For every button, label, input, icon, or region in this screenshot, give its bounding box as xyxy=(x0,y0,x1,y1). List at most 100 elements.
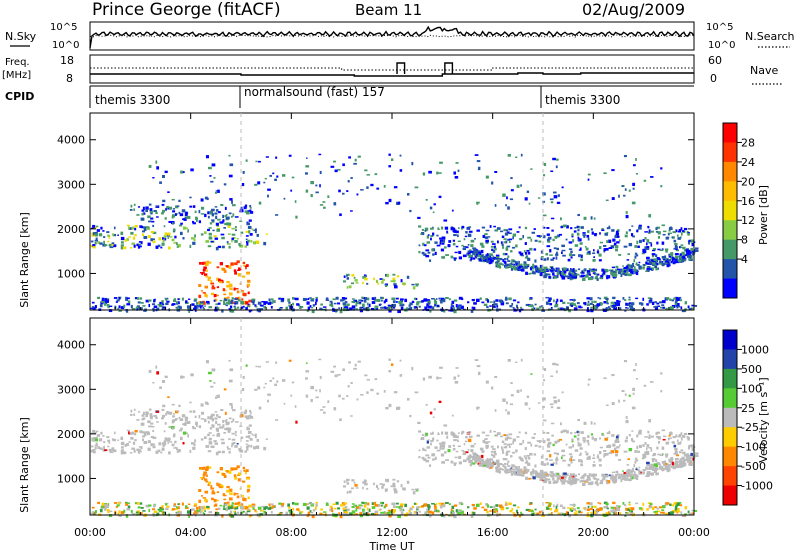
velocity-cell xyxy=(228,450,231,454)
power-cell xyxy=(145,208,148,213)
power-cell xyxy=(458,256,463,260)
power-cell xyxy=(578,305,582,309)
power-cell xyxy=(515,244,518,248)
power-cell xyxy=(437,227,440,231)
velocity-cell xyxy=(310,399,313,403)
velocity-cell xyxy=(570,507,574,510)
power-cell xyxy=(106,303,110,307)
velocity-cell xyxy=(93,512,96,515)
power-cell xyxy=(593,300,597,303)
velocity-cell xyxy=(615,470,619,474)
power-cell xyxy=(214,212,218,215)
power-cell xyxy=(200,198,204,202)
velocity-cell xyxy=(555,505,558,510)
power-cell xyxy=(395,297,399,300)
power-cell xyxy=(255,306,258,308)
power-cell xyxy=(589,253,591,255)
power-cell xyxy=(606,302,609,305)
y-tick-label: 4000 xyxy=(57,339,85,352)
velocity-cell xyxy=(646,461,650,465)
velocity-cell xyxy=(681,435,685,437)
date-title: 02/Aug/2009 xyxy=(582,0,685,19)
velocity-cell xyxy=(255,365,258,368)
velocity-cell xyxy=(228,513,231,515)
power-cell xyxy=(541,309,545,312)
velocity-cell xyxy=(552,396,557,399)
power-cell xyxy=(559,299,563,302)
velocity-cell xyxy=(117,512,119,516)
power-cell xyxy=(505,204,507,207)
velocity-cell xyxy=(495,467,499,471)
power-cell xyxy=(494,204,497,207)
power-cell xyxy=(618,194,620,198)
power-cell xyxy=(150,217,154,220)
power-cell xyxy=(648,229,651,233)
velocity-cell xyxy=(108,510,113,513)
velocity-cell xyxy=(311,514,315,519)
power-cell xyxy=(549,198,554,201)
power-cell xyxy=(204,264,209,267)
power-cell xyxy=(94,241,97,245)
velocity-cell xyxy=(605,452,609,456)
velocity-cell xyxy=(207,450,212,453)
velocity-cell xyxy=(685,454,688,458)
power-cell xyxy=(227,296,230,299)
power-cell xyxy=(599,297,602,300)
power-cell xyxy=(240,209,244,213)
x-tick-label: 00:00 xyxy=(74,526,106,539)
velocity-cell xyxy=(439,446,442,450)
power-cell xyxy=(254,230,257,234)
power-cell xyxy=(554,276,558,279)
power-cell xyxy=(346,275,348,277)
velocity-cell xyxy=(679,458,683,461)
power-cell xyxy=(608,269,612,272)
power-cell xyxy=(305,189,309,193)
power-cell xyxy=(214,191,218,194)
power-cell xyxy=(201,290,203,292)
velocity-cell xyxy=(458,461,463,465)
power-cell xyxy=(646,259,651,262)
velocity-cell xyxy=(479,457,482,460)
velocity-cell xyxy=(478,456,480,459)
power-cell xyxy=(439,241,442,245)
power-cell xyxy=(677,230,682,233)
velocity-cell xyxy=(242,466,246,469)
velocity-cell xyxy=(656,462,660,465)
power-cell xyxy=(229,198,233,201)
velocity-cell xyxy=(559,476,563,479)
velocity-cell xyxy=(646,508,649,511)
power-cell xyxy=(556,251,558,255)
power-cell xyxy=(691,304,695,307)
power-cell xyxy=(148,220,152,223)
power-cell xyxy=(438,172,442,174)
power-cell xyxy=(166,205,169,209)
velocity-cell xyxy=(223,505,226,509)
velocity-cell xyxy=(441,431,444,435)
velocity-cell xyxy=(611,471,616,474)
power-cell xyxy=(245,307,248,311)
power-cell xyxy=(134,297,138,300)
velocity-cell xyxy=(374,501,377,505)
power-cell xyxy=(185,211,188,215)
velocity-cell xyxy=(482,439,486,443)
power-cell xyxy=(671,236,674,239)
nsky-tick-top: 10^5 xyxy=(50,22,77,33)
velocity-cell xyxy=(183,422,187,426)
velocity-cell xyxy=(672,436,676,439)
power-cell xyxy=(672,261,675,265)
power-cell xyxy=(677,255,681,258)
power-cell xyxy=(217,302,221,305)
power-cell xyxy=(679,255,682,259)
power-cell xyxy=(363,299,367,303)
velocity-cell xyxy=(654,512,659,516)
power-cell xyxy=(467,233,472,238)
velocity-cell xyxy=(613,512,615,515)
power-cell xyxy=(468,254,472,258)
power-cell xyxy=(622,267,625,272)
power-cell xyxy=(397,201,401,205)
power-cell xyxy=(223,303,227,305)
velocity-cell xyxy=(272,505,276,507)
power-cell xyxy=(472,247,476,250)
power-cell xyxy=(674,256,679,259)
